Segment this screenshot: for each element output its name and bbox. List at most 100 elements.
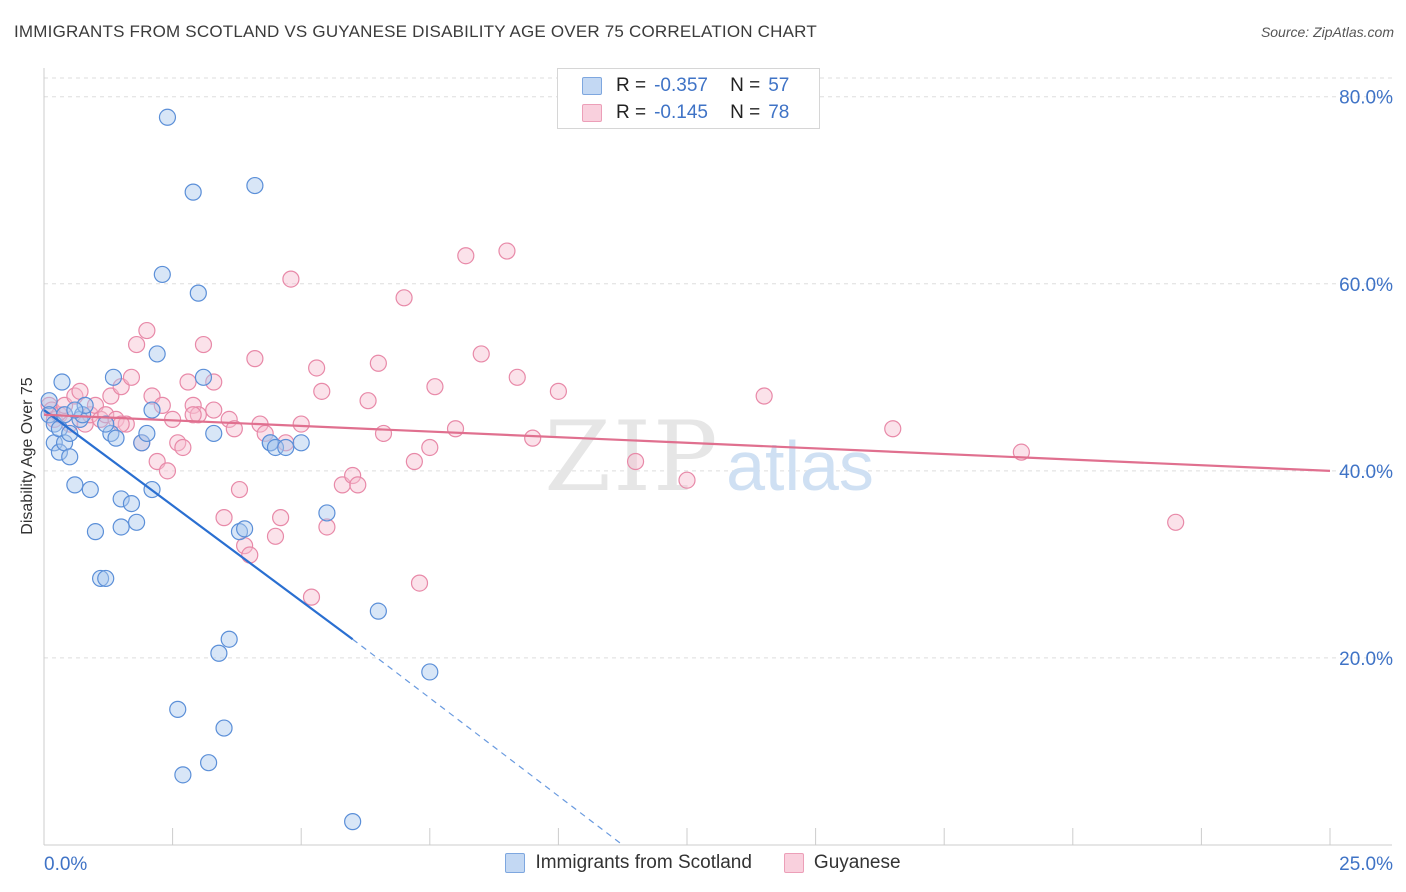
guyanese-point bbox=[359, 392, 377, 410]
n-label: N = bbox=[730, 75, 761, 96]
guyanese-point bbox=[369, 354, 387, 372]
guyanese-point bbox=[117, 415, 135, 433]
guyanese-point bbox=[755, 387, 773, 405]
guyanese-point bbox=[1167, 513, 1185, 531]
guyanese-point bbox=[472, 345, 490, 363]
guyanese-point bbox=[410, 574, 429, 592]
scotland-point bbox=[153, 265, 171, 284]
guyanese-point bbox=[169, 434, 187, 452]
scotland-point bbox=[66, 401, 84, 419]
scotland-point bbox=[133, 434, 151, 452]
guyanese-point bbox=[205, 373, 223, 391]
r-value: -0.145 bbox=[654, 102, 708, 123]
guyanese-point bbox=[426, 378, 444, 396]
guyanese-legend-swatch bbox=[783, 853, 804, 873]
scotland-point bbox=[97, 415, 115, 433]
scotland-point bbox=[277, 438, 295, 457]
scotland-point bbox=[318, 504, 336, 522]
scotland-point bbox=[104, 368, 123, 386]
r-label: R = bbox=[616, 75, 647, 96]
guyanese-point bbox=[179, 373, 197, 391]
guyanese-point bbox=[174, 438, 192, 457]
scotland-point bbox=[421, 663, 439, 681]
grid-lines bbox=[44, 77, 1392, 659]
scotland-point bbox=[112, 490, 130, 508]
guyanese-point bbox=[549, 382, 568, 400]
scotland-point bbox=[53, 373, 71, 391]
guyanese-point bbox=[313, 382, 331, 400]
chart-title: IMMIGRANTS FROM SCOTLAND VS GUYANESE DIS… bbox=[14, 22, 817, 41]
scotland-point bbox=[158, 108, 177, 126]
guyanese-trend-line bbox=[43, 413, 1331, 472]
scotland-point bbox=[86, 523, 105, 541]
scotland-point bbox=[189, 284, 207, 302]
guyanese-point bbox=[184, 396, 202, 414]
scotland-point bbox=[215, 719, 233, 737]
guyanese-point bbox=[344, 466, 362, 485]
guyanese-point bbox=[508, 368, 526, 386]
scotland-point bbox=[40, 392, 58, 410]
r-label: R = bbox=[616, 102, 647, 123]
scotland-point bbox=[369, 602, 387, 620]
y-tick-label: 80.0% bbox=[1339, 88, 1393, 109]
guyanese-point bbox=[498, 242, 516, 260]
guyanese-point bbox=[97, 406, 115, 424]
scotland-trend-line bbox=[43, 409, 354, 641]
scotland-point bbox=[184, 183, 202, 201]
guyanese-point bbox=[205, 401, 223, 419]
scotland-point bbox=[148, 345, 166, 363]
y-tick-label: 20.0% bbox=[1339, 649, 1393, 670]
scotland-point bbox=[143, 401, 161, 419]
scotland-point bbox=[344, 813, 362, 831]
stats-legend-row-guyanese: R = -0.145 N = 78 bbox=[558, 100, 789, 126]
r-value: -0.357 bbox=[654, 75, 708, 96]
scotland-point bbox=[107, 429, 125, 447]
scotland-point bbox=[292, 434, 310, 452]
axes bbox=[43, 68, 1392, 846]
y-tick-label: 60.0% bbox=[1339, 275, 1393, 296]
guyanese-point bbox=[446, 420, 465, 438]
guyanese-point bbox=[405, 452, 423, 471]
guyanese-point bbox=[282, 270, 300, 288]
x-tick-label-max: 25.0% bbox=[1339, 854, 1393, 875]
scotland-point bbox=[97, 569, 115, 588]
guyanese-point bbox=[349, 476, 367, 494]
scotland-point bbox=[174, 766, 192, 784]
guyanese-point bbox=[626, 452, 645, 471]
guyanese-point bbox=[184, 406, 202, 424]
scotland-point bbox=[138, 424, 156, 443]
scotland-point bbox=[261, 434, 279, 452]
scotland-point bbox=[81, 480, 99, 499]
scotland-point bbox=[210, 644, 228, 662]
scotland-legend-swatch bbox=[505, 853, 526, 873]
scotland-point bbox=[66, 476, 84, 494]
guyanese-point bbox=[246, 350, 264, 368]
scotland-point bbox=[61, 448, 79, 466]
guyanese-point bbox=[158, 462, 177, 480]
guyanese-point bbox=[122, 368, 141, 386]
guyanese-point bbox=[884, 420, 902, 438]
guyanese-point bbox=[266, 527, 285, 545]
stats-legend: R = -0.357 N = 57 R = -0.145 N = 78 bbox=[557, 68, 820, 129]
scotland-point bbox=[230, 523, 249, 541]
x-tick-label-min: 0.0% bbox=[44, 854, 87, 875]
legend-item-guyanese[interactable]: Guyanese bbox=[783, 852, 901, 874]
source-credit: Source: ZipAtlas.com bbox=[1260, 24, 1394, 40]
guyanese-point bbox=[138, 321, 156, 340]
guyanese-point bbox=[421, 438, 439, 457]
scotland-trend-extension bbox=[352, 638, 624, 846]
y-tick-label: 40.0% bbox=[1339, 462, 1393, 483]
guyanese-point bbox=[318, 518, 336, 536]
n-value: 57 bbox=[768, 75, 790, 96]
guyanese-point bbox=[292, 415, 310, 433]
guyanese-point bbox=[215, 509, 233, 527]
scotland-point bbox=[205, 424, 223, 443]
scotland-point bbox=[61, 424, 79, 443]
legend-item-scotland[interactable]: Immigrants from Scotland bbox=[505, 852, 752, 874]
series-legend: Immigrants from Scotland Guyanese bbox=[0, 852, 1406, 874]
scotland-point bbox=[169, 700, 187, 718]
guyanese-point bbox=[395, 289, 413, 307]
guyanese-point bbox=[272, 509, 290, 527]
watermark-atlas: atlas bbox=[726, 427, 874, 505]
